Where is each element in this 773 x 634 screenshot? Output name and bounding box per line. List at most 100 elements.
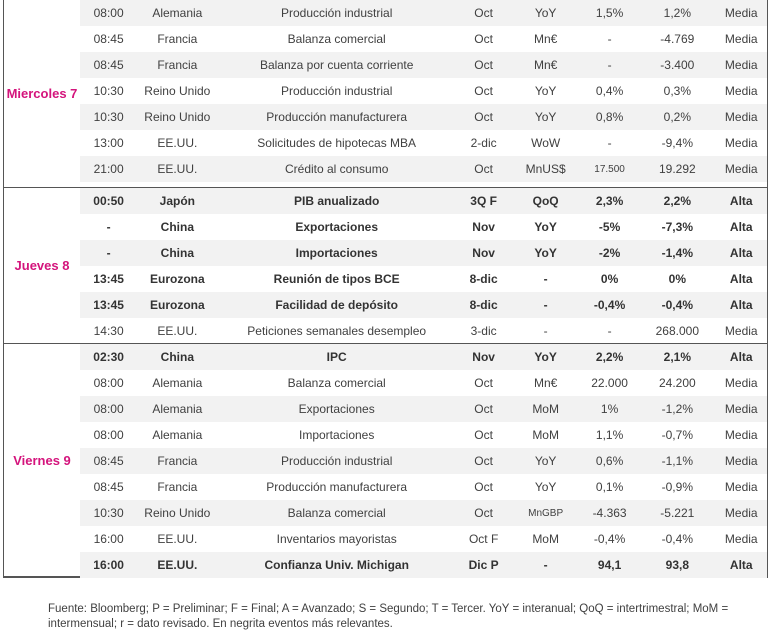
event-unit: Mn€ bbox=[533, 32, 558, 46]
event-name: Balanza por cuenta corriente bbox=[259, 58, 414, 72]
event-name: Producción manufacturera bbox=[266, 110, 408, 124]
event-previous: 2,2% bbox=[663, 194, 691, 208]
day-label: Viernes 9 bbox=[13, 452, 71, 468]
event-name: Reunión de tipos BCE bbox=[273, 272, 400, 286]
event-country: EE.UU. bbox=[157, 558, 198, 572]
event-period: Oct bbox=[474, 454, 493, 468]
event-estimate: -2% bbox=[598, 246, 621, 260]
event-previous: -4.769 bbox=[660, 32, 695, 46]
table-row: - China Exportaciones Nov YoY -5% -7,3% Alta bbox=[80, 214, 767, 240]
table-row: 16:00 EE.UU. Inventarios mayoristas Oct F Mo… bbox=[80, 526, 767, 552]
event-country: EE.UU. bbox=[157, 136, 198, 150]
event-country: Alemania bbox=[152, 6, 203, 20]
event-importance: Media bbox=[724, 6, 758, 20]
event-time: 10:30 bbox=[93, 506, 124, 520]
table-row: 08:45 Francia Balanza comercial Oct Mn€ - -4.7… bbox=[80, 26, 767, 52]
event-period: Oct bbox=[474, 506, 493, 520]
event-estimate: - bbox=[607, 32, 612, 46]
event-previous: -0,4% bbox=[661, 298, 693, 312]
table-row: 10:30 Reino Unido Producción manufacturera… bbox=[80, 104, 767, 130]
event-estimate: 2,2% bbox=[595, 350, 624, 364]
event-time: 14:30 bbox=[93, 324, 124, 338]
table-row: 08:00 Alemania Importaciones Oct MoM 1,1% -0,7… bbox=[80, 422, 767, 448]
day-group: Miercoles 7 08:00 Alemania Producción indu… bbox=[4, 0, 767, 188]
table-row: - China Importaciones Nov YoY -2% -1,4% Alta bbox=[80, 240, 767, 266]
event-time: 16:00 bbox=[93, 558, 124, 572]
event-previous: 93,8 bbox=[665, 558, 689, 572]
event-unit: YoY bbox=[534, 220, 557, 234]
event-country: Reino Unido bbox=[144, 110, 211, 124]
event-time: 08:00 bbox=[93, 402, 124, 416]
event-estimate: 22.000 bbox=[591, 376, 628, 390]
event-unit: MoM bbox=[532, 428, 559, 442]
event-country: Eurozona bbox=[149, 298, 205, 312]
event-importance: Media bbox=[724, 84, 758, 98]
event-importance: Media bbox=[724, 162, 758, 176]
event-name: Crédito al consumo bbox=[284, 162, 389, 176]
event-estimate: 0,8% bbox=[595, 110, 624, 124]
table-row: 13:45 Eurozona Reunión de tipos BCE 8-dic - 0… bbox=[80, 266, 767, 292]
event-previous: -0,9% bbox=[661, 480, 693, 494]
event-time: 08:45 bbox=[93, 32, 124, 46]
event-country: EE.UU. bbox=[157, 532, 198, 546]
event-period: 3Q F bbox=[470, 194, 497, 208]
event-previous: 19.292 bbox=[658, 162, 696, 176]
event-unit: - bbox=[543, 558, 548, 572]
event-importance: Media bbox=[724, 506, 758, 520]
event-period: Oct bbox=[474, 162, 493, 176]
event-period: 2-dic bbox=[470, 136, 497, 150]
table-row: 10:30 Reino Unido Producción industrial Oct… bbox=[80, 78, 767, 104]
day-rows: 08:00 Alemania Producción industrial Oct YoY… bbox=[80, 0, 767, 187]
event-country: Alemania bbox=[152, 376, 203, 390]
event-previous: -7,3% bbox=[661, 220, 693, 234]
event-unit: - bbox=[543, 298, 548, 312]
event-time: - bbox=[106, 246, 111, 260]
event-previous: -1,1% bbox=[661, 454, 693, 468]
event-previous: 0,3% bbox=[663, 84, 691, 98]
event-estimate: 0% bbox=[600, 272, 619, 286]
event-time: 02:30 bbox=[93, 350, 124, 364]
day-label: Jueves 8 bbox=[14, 258, 70, 273]
event-country: Reino Unido bbox=[144, 84, 211, 98]
event-estimate: - bbox=[607, 324, 612, 338]
event-previous: -5.221 bbox=[660, 506, 695, 520]
event-name: IPC bbox=[326, 350, 347, 364]
event-country: China bbox=[160, 220, 194, 234]
event-previous: -1,4% bbox=[661, 246, 693, 260]
event-name: Peticiones semanales desempleo bbox=[247, 324, 427, 338]
event-time: 10:30 bbox=[93, 110, 124, 124]
event-unit: YoY bbox=[534, 84, 557, 98]
event-estimate: 94,1 bbox=[597, 558, 622, 572]
event-time: 08:45 bbox=[93, 480, 124, 494]
event-unit: - bbox=[543, 272, 548, 286]
event-period: 8-dic bbox=[469, 298, 498, 312]
event-time: 08:00 bbox=[93, 6, 124, 20]
event-name: Balanza comercial bbox=[287, 376, 386, 390]
table-row: 21:00 EE.UU. Crédito al consumo Oct MnUS$ 17.… bbox=[80, 156, 767, 182]
event-estimate: 1% bbox=[600, 402, 619, 416]
event-unit: QoQ bbox=[532, 194, 559, 208]
event-time: 13:45 bbox=[93, 298, 124, 312]
event-time: 08:00 bbox=[93, 428, 124, 442]
event-previous: 2,1% bbox=[663, 350, 691, 364]
event-unit: MnGBP bbox=[528, 507, 564, 519]
event-unit: MoM bbox=[532, 532, 559, 546]
event-importance: Media bbox=[724, 324, 758, 338]
event-importance: Media bbox=[724, 480, 758, 494]
event-name: Producción industrial bbox=[280, 84, 393, 98]
event-importance: Media bbox=[724, 32, 758, 46]
event-name: Balanza comercial bbox=[287, 506, 386, 520]
event-estimate: 0,1% bbox=[595, 480, 624, 494]
event-name: Balanza comercial bbox=[287, 32, 386, 46]
day-group: Jueves 8 00:50 Japón PIB anualizado 3Q F QoQ… bbox=[4, 188, 767, 344]
event-estimate: 1,1% bbox=[595, 428, 624, 442]
event-previous: -0,7% bbox=[661, 428, 693, 442]
event-name: Inventarios mayoristas bbox=[276, 532, 397, 546]
event-estimate: - bbox=[607, 136, 612, 150]
event-country: Francia bbox=[157, 480, 198, 494]
event-time: 08:00 bbox=[93, 376, 124, 390]
event-time: 16:00 bbox=[93, 532, 124, 546]
table-row: 13:45 Eurozona Facilidad de depósito 8-dic -… bbox=[80, 292, 767, 318]
event-name: Producción manufacturera bbox=[266, 480, 408, 494]
event-importance: Alta bbox=[729, 272, 753, 286]
